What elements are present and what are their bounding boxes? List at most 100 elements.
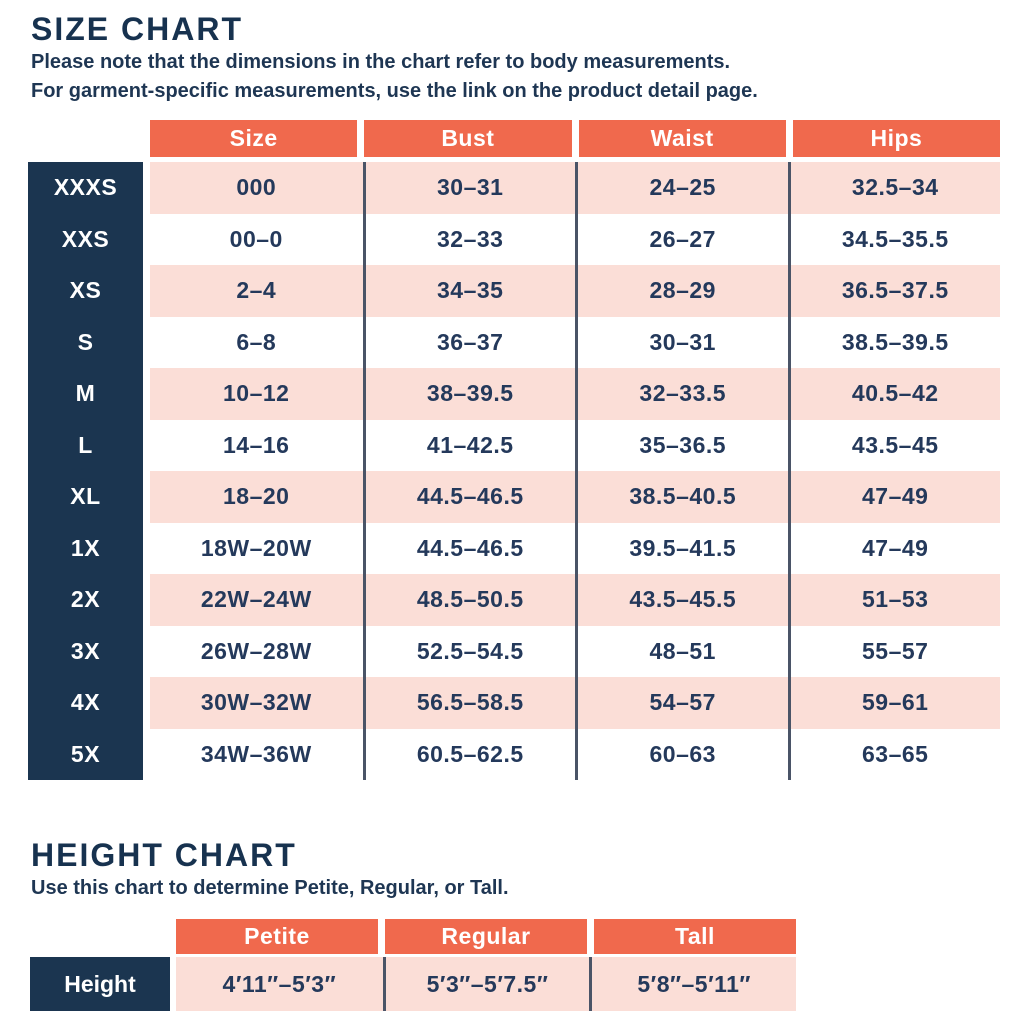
cell-size: 22W–24W xyxy=(200,586,312,613)
cell-size: 2–4 xyxy=(236,277,277,304)
height-row-label-column: Height xyxy=(30,919,170,1011)
cell-size: 14–16 xyxy=(223,431,290,458)
cell-bust: 48.5–50.5 xyxy=(362,574,576,626)
cell-waist: 48–51 xyxy=(575,625,788,677)
cell-bust: 41–42.5 xyxy=(362,419,576,471)
cell-size: 000 xyxy=(236,174,277,201)
height-chart-section: HEIGHT CHART Use this chart to determine… xyxy=(0,836,1024,1011)
cell-bust: 60.5–62.5 xyxy=(362,728,576,780)
cell-bust: 34–35 xyxy=(362,265,576,317)
cell-waist: 32–33.5 xyxy=(575,368,788,420)
size-row-label: M xyxy=(75,380,96,407)
size-row-label: 2X xyxy=(70,586,101,613)
cell-regular: 5′3″–5′7.5″ xyxy=(382,957,590,1011)
cell-bust: 38–39.5 xyxy=(362,368,576,420)
size-row-label: XXXS xyxy=(53,174,118,201)
height-chart-data: Petite Regular Tall 4′11″–5′3″ 5′3″–5′7.… xyxy=(176,919,796,1011)
cell-hips: 34.5–35.5 xyxy=(787,213,1001,265)
cell-waist: 38.5–40.5 xyxy=(575,471,788,523)
cell-hips: 40.5–42 xyxy=(787,368,1001,420)
cell-size: 6–8 xyxy=(236,328,277,355)
column-header-tall: Tall xyxy=(594,919,796,954)
cell-bust: 52.5–54.5 xyxy=(362,625,576,677)
cell-size: 18W–20W xyxy=(200,534,312,561)
cell-size: 26W–28W xyxy=(200,637,312,664)
cell-size: 00–0 xyxy=(229,225,283,252)
size-row-label: XL xyxy=(70,483,101,510)
table-row-xxxs: 000 30–31 24–25 32.5–34 xyxy=(150,162,1000,214)
cell-waist: 30–31 xyxy=(575,316,788,368)
cell-hips: 51–53 xyxy=(787,574,1001,626)
column-header-hips: Hips xyxy=(792,120,1000,157)
size-chart-title: SIZE CHART xyxy=(31,11,243,47)
size-chart-table: XXXS XXS XS S M L XL 1X 2X 3X 4X 5X Size xyxy=(28,120,1024,780)
table-row-height: 4′11″–5′3″ 5′3″–5′7.5″ 5′8″–5′11″ xyxy=(176,957,796,1011)
cell-hips: 47–49 xyxy=(787,471,1001,523)
table-row-xs: 2–4 34–35 28–29 36.5–37.5 xyxy=(150,265,1000,317)
cell-waist: 35–36.5 xyxy=(575,419,788,471)
column-header-size: Size xyxy=(150,120,358,157)
size-row-label: 1X xyxy=(70,534,101,561)
height-chart-header-row: Petite Regular Tall xyxy=(176,919,796,954)
cell-waist: 43.5–45.5 xyxy=(575,574,788,626)
column-header-petite: Petite xyxy=(176,919,378,954)
cell-hips: 63–65 xyxy=(787,728,1001,780)
height-row-label: Height xyxy=(30,957,170,1011)
cell-size: 30W–32W xyxy=(200,689,312,716)
height-chart-table: Height Petite Regular Tall 4′11″–5′3″ 5′… xyxy=(30,919,1024,1011)
size-row-label-column: XXXS XXS XS S M L XL 1X 2X 3X 4X 5X xyxy=(28,120,143,780)
cell-hips: 32.5–34 xyxy=(787,162,1001,214)
column-header-regular: Regular xyxy=(385,919,587,954)
size-row-label: S xyxy=(77,328,94,355)
cell-bust: 56.5–58.5 xyxy=(362,677,576,729)
cell-petite: 4′11″–5′3″ xyxy=(222,970,337,997)
size-row-label: L xyxy=(78,431,93,458)
cell-waist: 26–27 xyxy=(575,213,788,265)
column-header-waist: Waist xyxy=(578,120,786,157)
cell-bust: 44.5–46.5 xyxy=(362,522,576,574)
cell-hips: 47–49 xyxy=(787,522,1001,574)
column-header-bust: Bust xyxy=(364,120,572,157)
table-row-s: 6–8 36–37 30–31 38.5–39.5 xyxy=(150,316,1001,368)
table-row-xl: 18–20 44.5–46.5 38.5–40.5 47–49 xyxy=(150,471,1000,523)
size-row-label: 5X xyxy=(70,740,101,767)
table-row-xxs: 00–0 32–33 26–27 34.5–35.5 xyxy=(150,213,1001,265)
size-chart-section: SIZE CHART Please note that the dimensio… xyxy=(0,10,1024,780)
height-chart-note: Use this chart to determine Petite, Regu… xyxy=(31,877,509,899)
cell-size: 18–20 xyxy=(223,483,290,510)
cell-hips: 55–57 xyxy=(787,625,1001,677)
cell-bust: 36–37 xyxy=(362,316,576,368)
size-row-label: XXS xyxy=(61,225,110,252)
size-row-label: 4X xyxy=(70,689,101,716)
table-row-l: 14–16 41–42.5 35–36.5 43.5–45 xyxy=(150,419,1001,471)
table-row-5x: 34W–36W 60.5–62.5 60–63 63–65 xyxy=(150,728,1001,780)
table-row-m: 10–12 38–39.5 32–33.5 40.5–42 xyxy=(150,368,1000,420)
cell-waist: 60–63 xyxy=(575,728,788,780)
size-chart-header-row: Size Bust Waist Hips xyxy=(150,120,1000,157)
table-row-1x: 18W–20W 44.5–46.5 39.5–41.5 47–49 xyxy=(150,522,1001,574)
height-header-spacer xyxy=(30,919,170,957)
cell-hips: 43.5–45 xyxy=(787,419,1001,471)
cell-hips: 38.5–39.5 xyxy=(787,316,1001,368)
cell-waist: 39.5–41.5 xyxy=(575,522,788,574)
cell-size: 34W–36W xyxy=(200,740,312,767)
table-row-3x: 26W–28W 52.5–54.5 48–51 55–57 xyxy=(150,625,1001,677)
cell-size: 10–12 xyxy=(223,380,290,407)
cell-bust: 32–33 xyxy=(362,213,576,265)
height-chart-title: HEIGHT CHART xyxy=(31,837,297,873)
size-row-label: XS xyxy=(69,277,102,304)
size-chart-data: Size Bust Waist Hips 000 30–31 24–25 32.… xyxy=(150,120,1000,780)
cell-tall: 5′8″–5′11″ xyxy=(589,957,796,1011)
cell-bust: 44.5–46.5 xyxy=(362,471,576,523)
table-row-2x: 22W–24W 48.5–50.5 43.5–45.5 51–53 xyxy=(150,574,1000,626)
cell-waist: 24–25 xyxy=(575,162,788,214)
table-row-4x: 30W–32W 56.5–58.5 54–57 59–61 xyxy=(150,677,1000,729)
size-header-spacer xyxy=(28,120,143,162)
cell-waist: 28–29 xyxy=(575,265,788,317)
size-chart-note-line1: Please note that the dimensions in the c… xyxy=(31,51,731,73)
size-row-label: 3X xyxy=(70,637,101,664)
cell-hips: 36.5–37.5 xyxy=(787,265,1001,317)
cell-bust: 30–31 xyxy=(362,162,576,214)
size-row-labels: XXXS XXS XS S M L XL 1X 2X 3X 4X 5X xyxy=(28,162,143,780)
